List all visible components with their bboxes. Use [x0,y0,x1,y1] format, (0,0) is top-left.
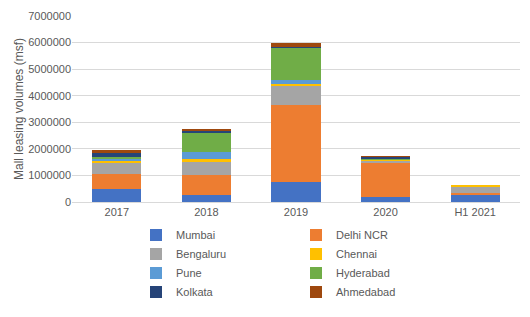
svg-text:3000000: 3000000 [28,116,71,128]
svg-text:Mall leasing volumes (msf): Mall leasing volumes (msf) [12,38,26,180]
svg-text:Mumbai: Mumbai [176,229,215,241]
svg-text:Ahmedabad: Ahmedabad [336,286,395,298]
svg-text:0: 0 [65,196,71,208]
svg-text:2019: 2019 [284,206,308,218]
svg-text:2000000: 2000000 [28,143,71,155]
svg-text:H1 2021: H1 2021 [454,206,496,218]
svg-text:Hyderabad: Hyderabad [336,267,390,279]
svg-text:7000000: 7000000 [28,10,71,22]
svg-text:4000000: 4000000 [28,90,71,102]
svg-text:6000000: 6000000 [28,36,71,48]
svg-text:2017: 2017 [105,206,129,218]
svg-text:2018: 2018 [194,206,218,218]
svg-text:Delhi NCR: Delhi NCR [336,229,388,241]
svg-text:Pune: Pune [176,267,202,279]
svg-text:5000000: 5000000 [28,63,71,75]
svg-text:1000000: 1000000 [28,169,71,181]
svg-text:2020: 2020 [373,206,397,218]
svg-text:Bengaluru: Bengaluru [176,248,226,260]
svg-text:Kolkata: Kolkata [176,286,214,298]
svg-text:Chennai: Chennai [336,248,377,260]
